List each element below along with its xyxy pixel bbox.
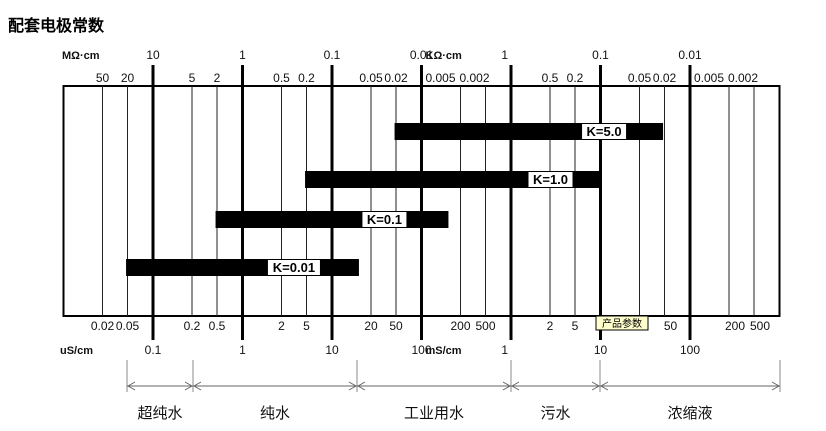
bottom-minor-label: 50	[389, 319, 403, 333]
top-major-label: 0.01	[678, 48, 702, 62]
top-minor-label: 0.005	[426, 71, 456, 85]
bar-label-box	[267, 260, 320, 275]
bottom-minor-label: 0.05	[116, 319, 140, 333]
bottom-minor-label: 2	[547, 319, 554, 333]
bottom-major-label: 100	[680, 343, 700, 357]
top-minor-label: 5	[189, 71, 196, 85]
top-major-label: 0.1	[592, 48, 609, 62]
region-arrow	[599, 381, 781, 391]
top-minor-label: 0.05	[359, 71, 383, 85]
region-arrow	[510, 381, 601, 391]
region-label: 浓缩液	[667, 404, 712, 422]
region-label: 纯水	[260, 404, 290, 422]
bar-label-box	[528, 172, 573, 187]
bottom-minor-label: 200	[725, 319, 745, 333]
bottom-minor-label: 50	[664, 319, 678, 333]
bottom-minor-label: 0.5	[209, 319, 226, 333]
top-minor-label: 2	[214, 71, 221, 85]
top-minor-label: 20	[121, 71, 135, 85]
top-major-label: 1	[239, 48, 246, 62]
bottom-minor-label: 5	[572, 319, 579, 333]
bottom-minor-label: 5	[303, 319, 310, 333]
bottom-minor-label: 0.2	[184, 319, 201, 333]
bottom-major-label: 0.1	[145, 343, 162, 357]
bottom-minor-label: 200	[450, 319, 470, 333]
top-minor-label: 0.02	[384, 71, 408, 85]
electrode-range-bar	[215, 211, 449, 228]
top-major-label: 0.01	[410, 48, 434, 62]
tooltip-box	[595, 315, 649, 331]
bar-label: K=1.0	[533, 172, 568, 187]
bottom-major-label: 100	[411, 343, 431, 357]
top-major-label: 10	[146, 48, 160, 62]
top-unit-mohm: MΩ·cm	[62, 50, 100, 62]
bar-label: K=0.1	[367, 212, 402, 227]
region-arrow	[356, 381, 512, 391]
bar-label: K=0.01	[273, 260, 315, 275]
region-label: 超纯水	[137, 404, 182, 422]
top-major-label: 0.1	[324, 48, 341, 62]
electrode-range-bar	[305, 171, 601, 188]
bottom-major-label: 1	[239, 343, 246, 357]
electrode-range-bar	[126, 259, 359, 276]
top-minor-label: 0.02	[653, 71, 677, 85]
bottom-major-label: 10	[594, 343, 608, 357]
bottom-minor-label: 2	[278, 319, 285, 333]
top-minor-label: 0.002	[728, 71, 758, 85]
top-minor-label: 0.5	[542, 71, 559, 85]
top-minor-label: 50	[96, 71, 110, 85]
bottom-minor-label: 500	[750, 319, 770, 333]
top-minor-label: 0.5	[273, 71, 290, 85]
top-minor-label: 0.002	[460, 71, 490, 85]
bottom-major-label: 1	[501, 343, 508, 357]
bar-label: K=5.0	[587, 124, 622, 139]
top-minor-label: 0.05	[628, 71, 652, 85]
region-arrow	[126, 381, 194, 391]
bottom-major-label: 10	[325, 343, 339, 357]
top-minor-label: 0.2	[298, 71, 315, 85]
top-minor-label: 0.005	[694, 71, 724, 85]
bottom-minor-label: 500	[475, 319, 495, 333]
top-major-label: 1	[501, 48, 508, 62]
bar-label-box	[362, 212, 407, 227]
tooltip-text: 产品参数	[602, 317, 642, 330]
region-label: 污水	[540, 404, 570, 422]
region-label: 工业用水	[404, 404, 464, 422]
page-title: 配套电极常数	[8, 16, 105, 35]
top-minor-label: 0.2	[567, 71, 584, 85]
bar-label-box	[582, 124, 627, 139]
top-unit-kohm: KΩ·cm	[426, 50, 463, 62]
bottom-unit-ms: mS/cm	[426, 345, 462, 357]
bottom-unit-us: uS/cm	[60, 345, 93, 357]
region-arrow	[192, 381, 358, 391]
bottom-minor-label: 0.02	[91, 319, 115, 333]
bottom-minor-label: 20	[364, 319, 378, 333]
